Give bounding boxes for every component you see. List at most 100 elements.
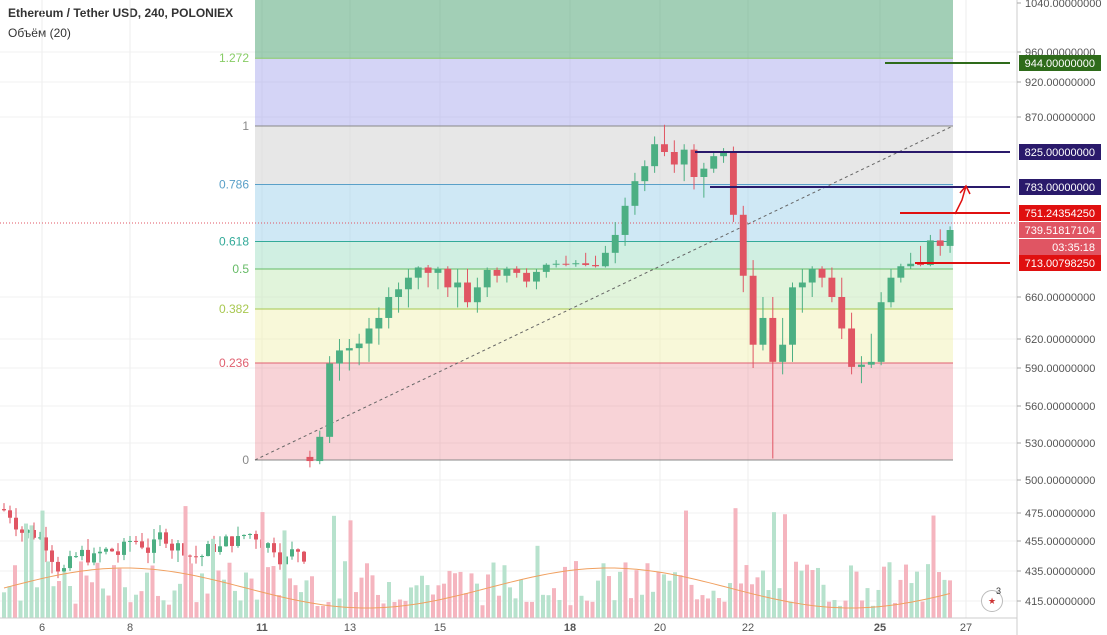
candle-body bbox=[92, 553, 96, 563]
volume-bar bbox=[816, 567, 820, 618]
time-tick-label: 13 bbox=[344, 622, 356, 634]
price-tick-label: 920.00000000 bbox=[1025, 77, 1095, 89]
volume-bar bbox=[442, 583, 446, 618]
candle-body bbox=[720, 151, 728, 157]
volume-bar bbox=[513, 598, 518, 618]
candle-body bbox=[158, 532, 162, 540]
volume-bar bbox=[596, 580, 600, 618]
volume-bar bbox=[29, 525, 34, 618]
target-arrowhead bbox=[959, 184, 971, 195]
volume-bar bbox=[502, 565, 507, 618]
volume-bar bbox=[557, 599, 562, 618]
volume-bar bbox=[524, 601, 529, 618]
candle-body bbox=[140, 541, 144, 548]
candle-body bbox=[248, 533, 252, 535]
candle-body bbox=[152, 539, 156, 553]
fib-zone bbox=[255, 269, 953, 309]
volume-bar bbox=[805, 564, 809, 618]
price-tick-label: 870.00000000 bbox=[1025, 112, 1095, 124]
volume-bar bbox=[871, 605, 875, 618]
volume-bar bbox=[843, 600, 848, 618]
volume-bar bbox=[563, 566, 567, 618]
volume-bar bbox=[189, 563, 193, 618]
volume-bar bbox=[821, 584, 826, 618]
candle-body bbox=[375, 317, 383, 329]
candle-body bbox=[44, 537, 48, 551]
volume-bar bbox=[865, 588, 870, 618]
chart-title: Ethereum / Tether USD, 240, POLONIEX bbox=[8, 6, 234, 20]
candle-body bbox=[700, 168, 708, 177]
volume-bar bbox=[926, 564, 930, 618]
volume-bar bbox=[530, 601, 534, 618]
candle-body bbox=[236, 536, 240, 546]
time-tick-label: 15 bbox=[434, 622, 446, 634]
volume-bar bbox=[222, 579, 226, 618]
price-tag-label: 825.00000000 bbox=[1025, 147, 1095, 159]
volume-bar bbox=[761, 570, 765, 618]
price-tag bbox=[1019, 255, 1101, 271]
volume-indicator-label[interactable]: Объём (20) bbox=[8, 26, 71, 40]
price-tag-label: 783.00000000 bbox=[1025, 182, 1095, 194]
volume-bar bbox=[194, 602, 199, 618]
volume-bar bbox=[711, 590, 716, 618]
price-tick-label: 455.00000000 bbox=[1025, 536, 1095, 548]
volume-bar bbox=[794, 561, 798, 618]
candle-body bbox=[926, 240, 934, 265]
candle-body bbox=[867, 361, 875, 365]
volume-bar bbox=[348, 520, 353, 618]
candle-body bbox=[365, 328, 373, 344]
volume-bar bbox=[920, 601, 925, 618]
volume-bar bbox=[607, 576, 611, 618]
fib-label: 0.236 bbox=[219, 356, 249, 370]
volume-bar bbox=[249, 578, 254, 618]
candle-body bbox=[897, 266, 905, 278]
volume-bar bbox=[799, 570, 804, 618]
candle-body bbox=[464, 282, 471, 303]
volume-bar bbox=[233, 590, 237, 618]
volume-bar bbox=[876, 589, 881, 618]
events-flag-icon[interactable]: ★ bbox=[981, 590, 1003, 612]
candle-body bbox=[38, 537, 42, 539]
price-tag-label: 751.24354250 bbox=[1025, 208, 1095, 220]
volume-bar bbox=[255, 599, 259, 618]
volume-bar bbox=[150, 565, 155, 618]
volume-bar bbox=[200, 573, 204, 618]
candle-body bbox=[188, 555, 192, 557]
time-tick-label: 27 bbox=[960, 622, 972, 634]
volume-bar bbox=[381, 603, 386, 618]
volume-bar bbox=[948, 580, 952, 618]
volume-bar bbox=[546, 595, 551, 618]
candle-body bbox=[164, 532, 168, 544]
volume-bar bbox=[480, 605, 485, 618]
fib-label: 0 bbox=[242, 453, 249, 467]
candle-body bbox=[128, 540, 132, 542]
candle-body bbox=[532, 271, 540, 282]
volume-bar bbox=[139, 591, 144, 618]
fib-label: 1 bbox=[242, 119, 249, 133]
volume-bar bbox=[827, 601, 831, 618]
volume-bar bbox=[112, 565, 116, 618]
candle-body bbox=[134, 540, 138, 542]
volume-bar bbox=[755, 577, 760, 618]
volume-bar bbox=[161, 600, 166, 618]
volume-bar bbox=[744, 565, 749, 618]
candle-body bbox=[454, 282, 462, 288]
volume-bar bbox=[777, 588, 782, 618]
volume-bar bbox=[788, 601, 793, 618]
candle-body bbox=[306, 456, 314, 462]
volume-bar bbox=[205, 593, 210, 618]
candle-body bbox=[80, 549, 84, 557]
volume-bar bbox=[909, 583, 914, 618]
candle-body bbox=[68, 556, 72, 569]
price-tick-label: 620.00000000 bbox=[1025, 334, 1095, 346]
volume-bar bbox=[937, 572, 941, 618]
fib-zone bbox=[255, 0, 953, 59]
candle-body bbox=[146, 547, 150, 553]
volume-bar bbox=[216, 570, 221, 618]
candle-body bbox=[749, 275, 757, 345]
candle-body bbox=[473, 287, 481, 303]
price-tick-label: 435.00000000 bbox=[1025, 566, 1095, 578]
volume-bar bbox=[541, 594, 545, 618]
volume-bar bbox=[640, 594, 644, 618]
